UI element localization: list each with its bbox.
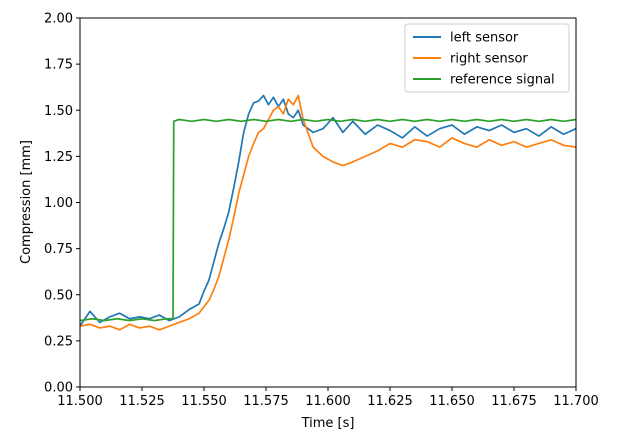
legend-label: right sensor	[450, 52, 528, 67]
legend-label: reference signal	[450, 73, 555, 88]
x-tick-label: 11.575	[243, 394, 289, 409]
x-axis: 11.500 11.525 11.550 11.575 11.600 11.625 11.6…	[57, 387, 599, 409]
y-tick-label: 0.25	[44, 334, 73, 349]
x-tick-label: 11.650	[429, 394, 475, 409]
y-tick-label: 1.75	[44, 58, 73, 73]
series-layer	[79, 94, 577, 331]
x-tick-label: 11.625	[367, 394, 413, 409]
legend-box	[404, 23, 570, 93]
x-tick-label: 11.700	[553, 394, 599, 409]
series-line-reference-signal	[79, 118, 577, 322]
series-line-right-sensor	[79, 94, 577, 331]
y-tick-label: 1.25	[44, 150, 73, 165]
x-tick-label: 11.550	[181, 394, 227, 409]
x-tick-label: 11.675	[491, 394, 537, 409]
y-tick-label: 0.00	[44, 381, 73, 396]
y-axis-label: Compression [mm]	[19, 140, 34, 264]
y-axis: 0.00 0.25 0.50 0.75 1.00 1.25 1.50 1.75 2.00	[44, 12, 80, 396]
legend-label: left sensor	[450, 31, 519, 46]
y-tick-label: 0.50	[44, 288, 73, 303]
y-tick-label: 0.75	[44, 242, 73, 257]
y-tick-label: 1.50	[44, 104, 73, 119]
y-tick-label: 2.00	[44, 12, 73, 27]
x-tick-label: 11.600	[305, 394, 351, 409]
y-tick-label: 1.00	[44, 196, 73, 211]
x-tick-label: 11.500	[57, 394, 103, 409]
legend: left sensor right sensor reference signal	[404, 23, 570, 93]
x-axis-label: Time [s]	[301, 416, 355, 431]
x-tick-label: 11.525	[119, 394, 165, 409]
